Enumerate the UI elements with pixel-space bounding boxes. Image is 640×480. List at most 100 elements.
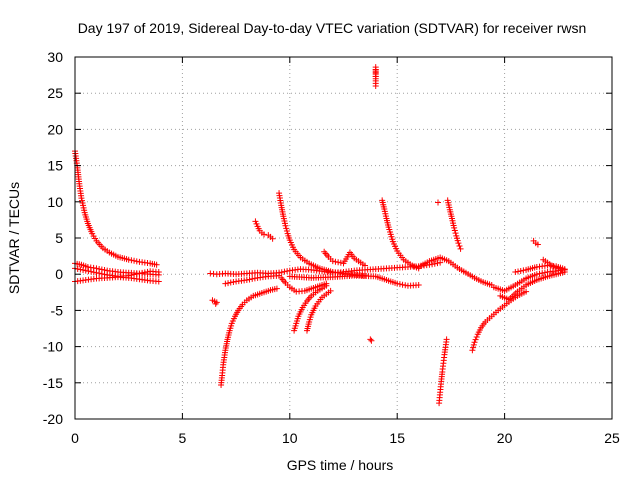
data-point — [133, 271, 140, 278]
data-point — [451, 224, 458, 231]
data-point — [443, 336, 450, 343]
data-point — [367, 336, 374, 343]
data-point — [128, 257, 135, 264]
data-point — [82, 267, 89, 274]
data-point — [517, 267, 524, 274]
data-point — [251, 275, 258, 282]
y-tick-label: 15 — [47, 158, 63, 174]
data-point — [141, 269, 148, 276]
y-tick-label: -5 — [51, 302, 64, 318]
data-point — [533, 271, 540, 278]
data-markers — [72, 64, 568, 407]
data-point — [536, 270, 543, 277]
data-point — [136, 270, 143, 277]
data-point — [96, 270, 103, 277]
data-point — [133, 258, 140, 265]
data-point — [230, 278, 237, 285]
data-point — [402, 282, 409, 289]
data-point — [128, 272, 135, 279]
series-isolated-13.8h — [367, 336, 375, 344]
data-point — [372, 75, 379, 82]
data-point — [278, 269, 285, 276]
data-point — [329, 258, 336, 265]
data-point — [283, 228, 290, 235]
y-tick-label: -20 — [43, 411, 63, 427]
series-isolated-6.5h — [209, 297, 220, 307]
data-point — [368, 337, 375, 344]
data-point — [155, 278, 162, 285]
data-point — [131, 257, 138, 264]
data-point — [222, 280, 229, 287]
data-point — [520, 267, 527, 274]
data-point — [429, 261, 436, 268]
data-point — [470, 341, 477, 348]
data-point — [273, 285, 280, 292]
series-arc-midday-low — [286, 272, 422, 289]
data-point — [246, 276, 253, 283]
data-point — [539, 270, 546, 277]
data-point — [77, 266, 84, 273]
data-point — [80, 267, 87, 274]
series-arc-10.8h — [303, 287, 334, 334]
data-point — [394, 280, 401, 287]
x-tick-label: 0 — [71, 430, 79, 446]
x-tick-label: 25 — [604, 430, 620, 446]
data-point — [471, 339, 478, 346]
y-tick-label: 10 — [47, 194, 63, 210]
y-tick-label: 0 — [55, 266, 63, 282]
y-tick-label: 25 — [47, 85, 63, 101]
data-point — [396, 281, 403, 288]
data-point — [153, 261, 160, 268]
data-point — [249, 275, 256, 282]
data-point — [361, 262, 368, 269]
data-point — [284, 268, 291, 275]
data-point — [90, 269, 97, 276]
series-arc-18.6h-recovery — [469, 288, 530, 354]
series-arc-early-mid — [72, 265, 162, 280]
data-point — [225, 280, 232, 287]
data-point — [139, 269, 146, 276]
x-tick-label: 15 — [389, 430, 405, 446]
series-arc-17.2h-negative — [436, 336, 450, 407]
data-point — [534, 241, 541, 248]
series-cluster-21.5h — [530, 237, 541, 248]
data-point — [98, 270, 105, 277]
data-point — [469, 347, 476, 354]
data-point — [282, 222, 289, 229]
x-tick-label: 20 — [497, 430, 513, 446]
data-point — [85, 268, 92, 275]
data-point — [435, 199, 442, 206]
series-arc-deep-recovery — [218, 285, 280, 388]
series-arc-17.3h-decay — [444, 197, 464, 252]
data-point — [456, 242, 463, 249]
data-point — [561, 269, 568, 276]
series-tail-21.8h — [540, 256, 564, 273]
data-point — [125, 256, 132, 263]
data-point — [455, 240, 462, 247]
data-point — [131, 271, 138, 278]
data-point — [323, 282, 330, 289]
data-point — [213, 299, 220, 306]
data-point — [457, 245, 464, 252]
series-arc-early-near-zero — [72, 260, 162, 278]
y-tick-label: 20 — [47, 121, 63, 137]
data-point — [155, 269, 162, 276]
data-point — [515, 268, 522, 275]
data-point — [93, 269, 100, 276]
series-arc-evening-cluster — [490, 266, 568, 294]
data-point — [470, 344, 477, 351]
data-point — [335, 259, 342, 266]
data-point — [415, 282, 422, 289]
data-point — [253, 220, 260, 227]
data-point — [452, 230, 459, 237]
y-tick-label: 30 — [47, 49, 63, 65]
grid — [75, 57, 612, 419]
x-axis-label: GPS time / hours — [287, 457, 394, 473]
data-point — [327, 287, 334, 294]
data-point — [212, 300, 219, 307]
y-tick-label: 5 — [55, 230, 63, 246]
data-point — [276, 269, 283, 276]
data-point — [101, 271, 108, 278]
series-spike-14h — [372, 64, 379, 89]
